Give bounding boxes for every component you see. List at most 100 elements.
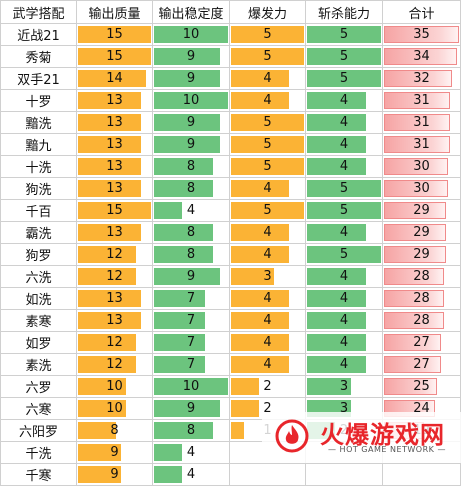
quality-cell[interactable]: 9: [76, 463, 153, 486]
quality-cell[interactable]: 13: [76, 221, 153, 244]
total-cell[interactable]: 29: [382, 199, 461, 222]
total-cell[interactable]: 30: [382, 177, 461, 200]
burst-cell[interactable]: 5: [229, 155, 306, 178]
header-total[interactable]: 合计: [382, 0, 461, 24]
total-cell[interactable]: 27: [382, 331, 461, 354]
quality-cell[interactable]: 13: [76, 89, 153, 112]
combo-name-cell[interactable]: 六洗: [0, 265, 77, 288]
burst-cell[interactable]: 4: [229, 243, 306, 266]
stability-cell[interactable]: 7: [152, 309, 230, 332]
stability-cell[interactable]: 8: [152, 155, 230, 178]
quality-cell[interactable]: 8: [76, 419, 153, 442]
kill-cell[interactable]: 5: [305, 177, 383, 200]
stability-cell[interactable]: 8: [152, 419, 230, 442]
stability-cell[interactable]: 9: [152, 397, 230, 420]
kill-cell[interactable]: 4: [305, 309, 383, 332]
kill-cell[interactable]: 5: [305, 243, 383, 266]
header-stability[interactable]: 输出稳定度: [152, 0, 230, 24]
burst-cell[interactable]: 3: [229, 265, 306, 288]
stability-cell[interactable]: 7: [152, 331, 230, 354]
combo-name-cell[interactable]: 六阳罗: [0, 419, 77, 442]
kill-cell[interactable]: 4: [305, 221, 383, 244]
kill-cell[interactable]: 4: [305, 353, 383, 376]
stability-cell[interactable]: 4: [152, 441, 230, 464]
stability-cell[interactable]: 10: [152, 89, 230, 112]
kill-cell[interactable]: 4: [305, 89, 383, 112]
stability-cell[interactable]: 10: [152, 375, 230, 398]
total-cell[interactable]: 29: [382, 243, 461, 266]
total-cell[interactable]: 34: [382, 45, 461, 68]
kill-cell[interactable]: [305, 463, 383, 486]
quality-cell[interactable]: 13: [76, 155, 153, 178]
kill-cell[interactable]: 3: [305, 375, 383, 398]
total-cell[interactable]: [382, 463, 461, 486]
combo-name-cell[interactable]: 狗罗: [0, 243, 77, 266]
combo-name-cell[interactable]: 如洗: [0, 287, 77, 310]
combo-name-cell[interactable]: 千百: [0, 199, 77, 222]
kill-cell[interactable]: 5: [305, 199, 383, 222]
stability-cell[interactable]: 7: [152, 287, 230, 310]
quality-cell[interactable]: 15: [76, 23, 153, 46]
combo-name-cell[interactable]: 秀菊: [0, 45, 77, 68]
burst-cell[interactable]: [229, 463, 306, 486]
kill-cell[interactable]: 5: [305, 67, 383, 90]
combo-name-cell[interactable]: 近战21: [0, 23, 77, 46]
combo-name-cell[interactable]: 黯九: [0, 133, 77, 156]
stability-cell[interactable]: 9: [152, 133, 230, 156]
total-cell[interactable]: 31: [382, 133, 461, 156]
burst-cell[interactable]: 4: [229, 353, 306, 376]
kill-cell[interactable]: 4: [305, 287, 383, 310]
header-burst[interactable]: 爆发力: [229, 0, 306, 24]
total-cell[interactable]: 28: [382, 309, 461, 332]
kill-cell[interactable]: 5: [305, 45, 383, 68]
stability-cell[interactable]: 9: [152, 67, 230, 90]
kill-cell[interactable]: 4: [305, 155, 383, 178]
quality-cell[interactable]: 13: [76, 309, 153, 332]
total-cell[interactable]: 25: [382, 375, 461, 398]
burst-cell[interactable]: 4: [229, 89, 306, 112]
stability-cell[interactable]: 9: [152, 265, 230, 288]
quality-cell[interactable]: 10: [76, 397, 153, 420]
total-cell[interactable]: 35: [382, 23, 461, 46]
burst-cell[interactable]: 4: [229, 221, 306, 244]
burst-cell[interactable]: 5: [229, 45, 306, 68]
burst-cell[interactable]: 4: [229, 287, 306, 310]
total-cell[interactable]: 32: [382, 67, 461, 90]
burst-cell[interactable]: 4: [229, 331, 306, 354]
quality-cell[interactable]: 13: [76, 177, 153, 200]
total-cell[interactable]: 31: [382, 89, 461, 112]
combo-name-cell[interactable]: 素寒: [0, 309, 77, 332]
quality-cell[interactable]: 10: [76, 375, 153, 398]
kill-cell[interactable]: 4: [305, 331, 383, 354]
quality-cell[interactable]: 13: [76, 111, 153, 134]
total-cell[interactable]: 31: [382, 111, 461, 134]
kill-cell[interactable]: 4: [305, 133, 383, 156]
header-quality[interactable]: 输出质量: [76, 0, 153, 24]
combo-name-cell[interactable]: 双手21: [0, 67, 77, 90]
combo-name-cell[interactable]: 十罗: [0, 89, 77, 112]
burst-cell[interactable]: 5: [229, 23, 306, 46]
quality-cell[interactable]: 12: [76, 265, 153, 288]
stability-cell[interactable]: 8: [152, 221, 230, 244]
combo-name-cell[interactable]: 六罗: [0, 375, 77, 398]
header-kill[interactable]: 斩杀能力: [305, 0, 383, 24]
quality-cell[interactable]: 12: [76, 243, 153, 266]
combo-name-cell[interactable]: 黯洗: [0, 111, 77, 134]
stability-cell[interactable]: 9: [152, 111, 230, 134]
total-cell[interactable]: 28: [382, 287, 461, 310]
quality-cell[interactable]: 13: [76, 287, 153, 310]
stability-cell[interactable]: 8: [152, 243, 230, 266]
kill-cell[interactable]: 4: [305, 265, 383, 288]
stability-cell[interactable]: 7: [152, 353, 230, 376]
total-cell[interactable]: 30: [382, 155, 461, 178]
burst-cell[interactable]: 2: [229, 375, 306, 398]
burst-cell[interactable]: 4: [229, 67, 306, 90]
quality-cell[interactable]: 12: [76, 331, 153, 354]
combo-name-cell[interactable]: 霸洗: [0, 221, 77, 244]
burst-cell[interactable]: 4: [229, 177, 306, 200]
quality-cell[interactable]: 9: [76, 441, 153, 464]
kill-cell[interactable]: 5: [305, 23, 383, 46]
stability-cell[interactable]: 10: [152, 23, 230, 46]
burst-cell[interactable]: 5: [229, 111, 306, 134]
quality-cell[interactable]: 14: [76, 67, 153, 90]
